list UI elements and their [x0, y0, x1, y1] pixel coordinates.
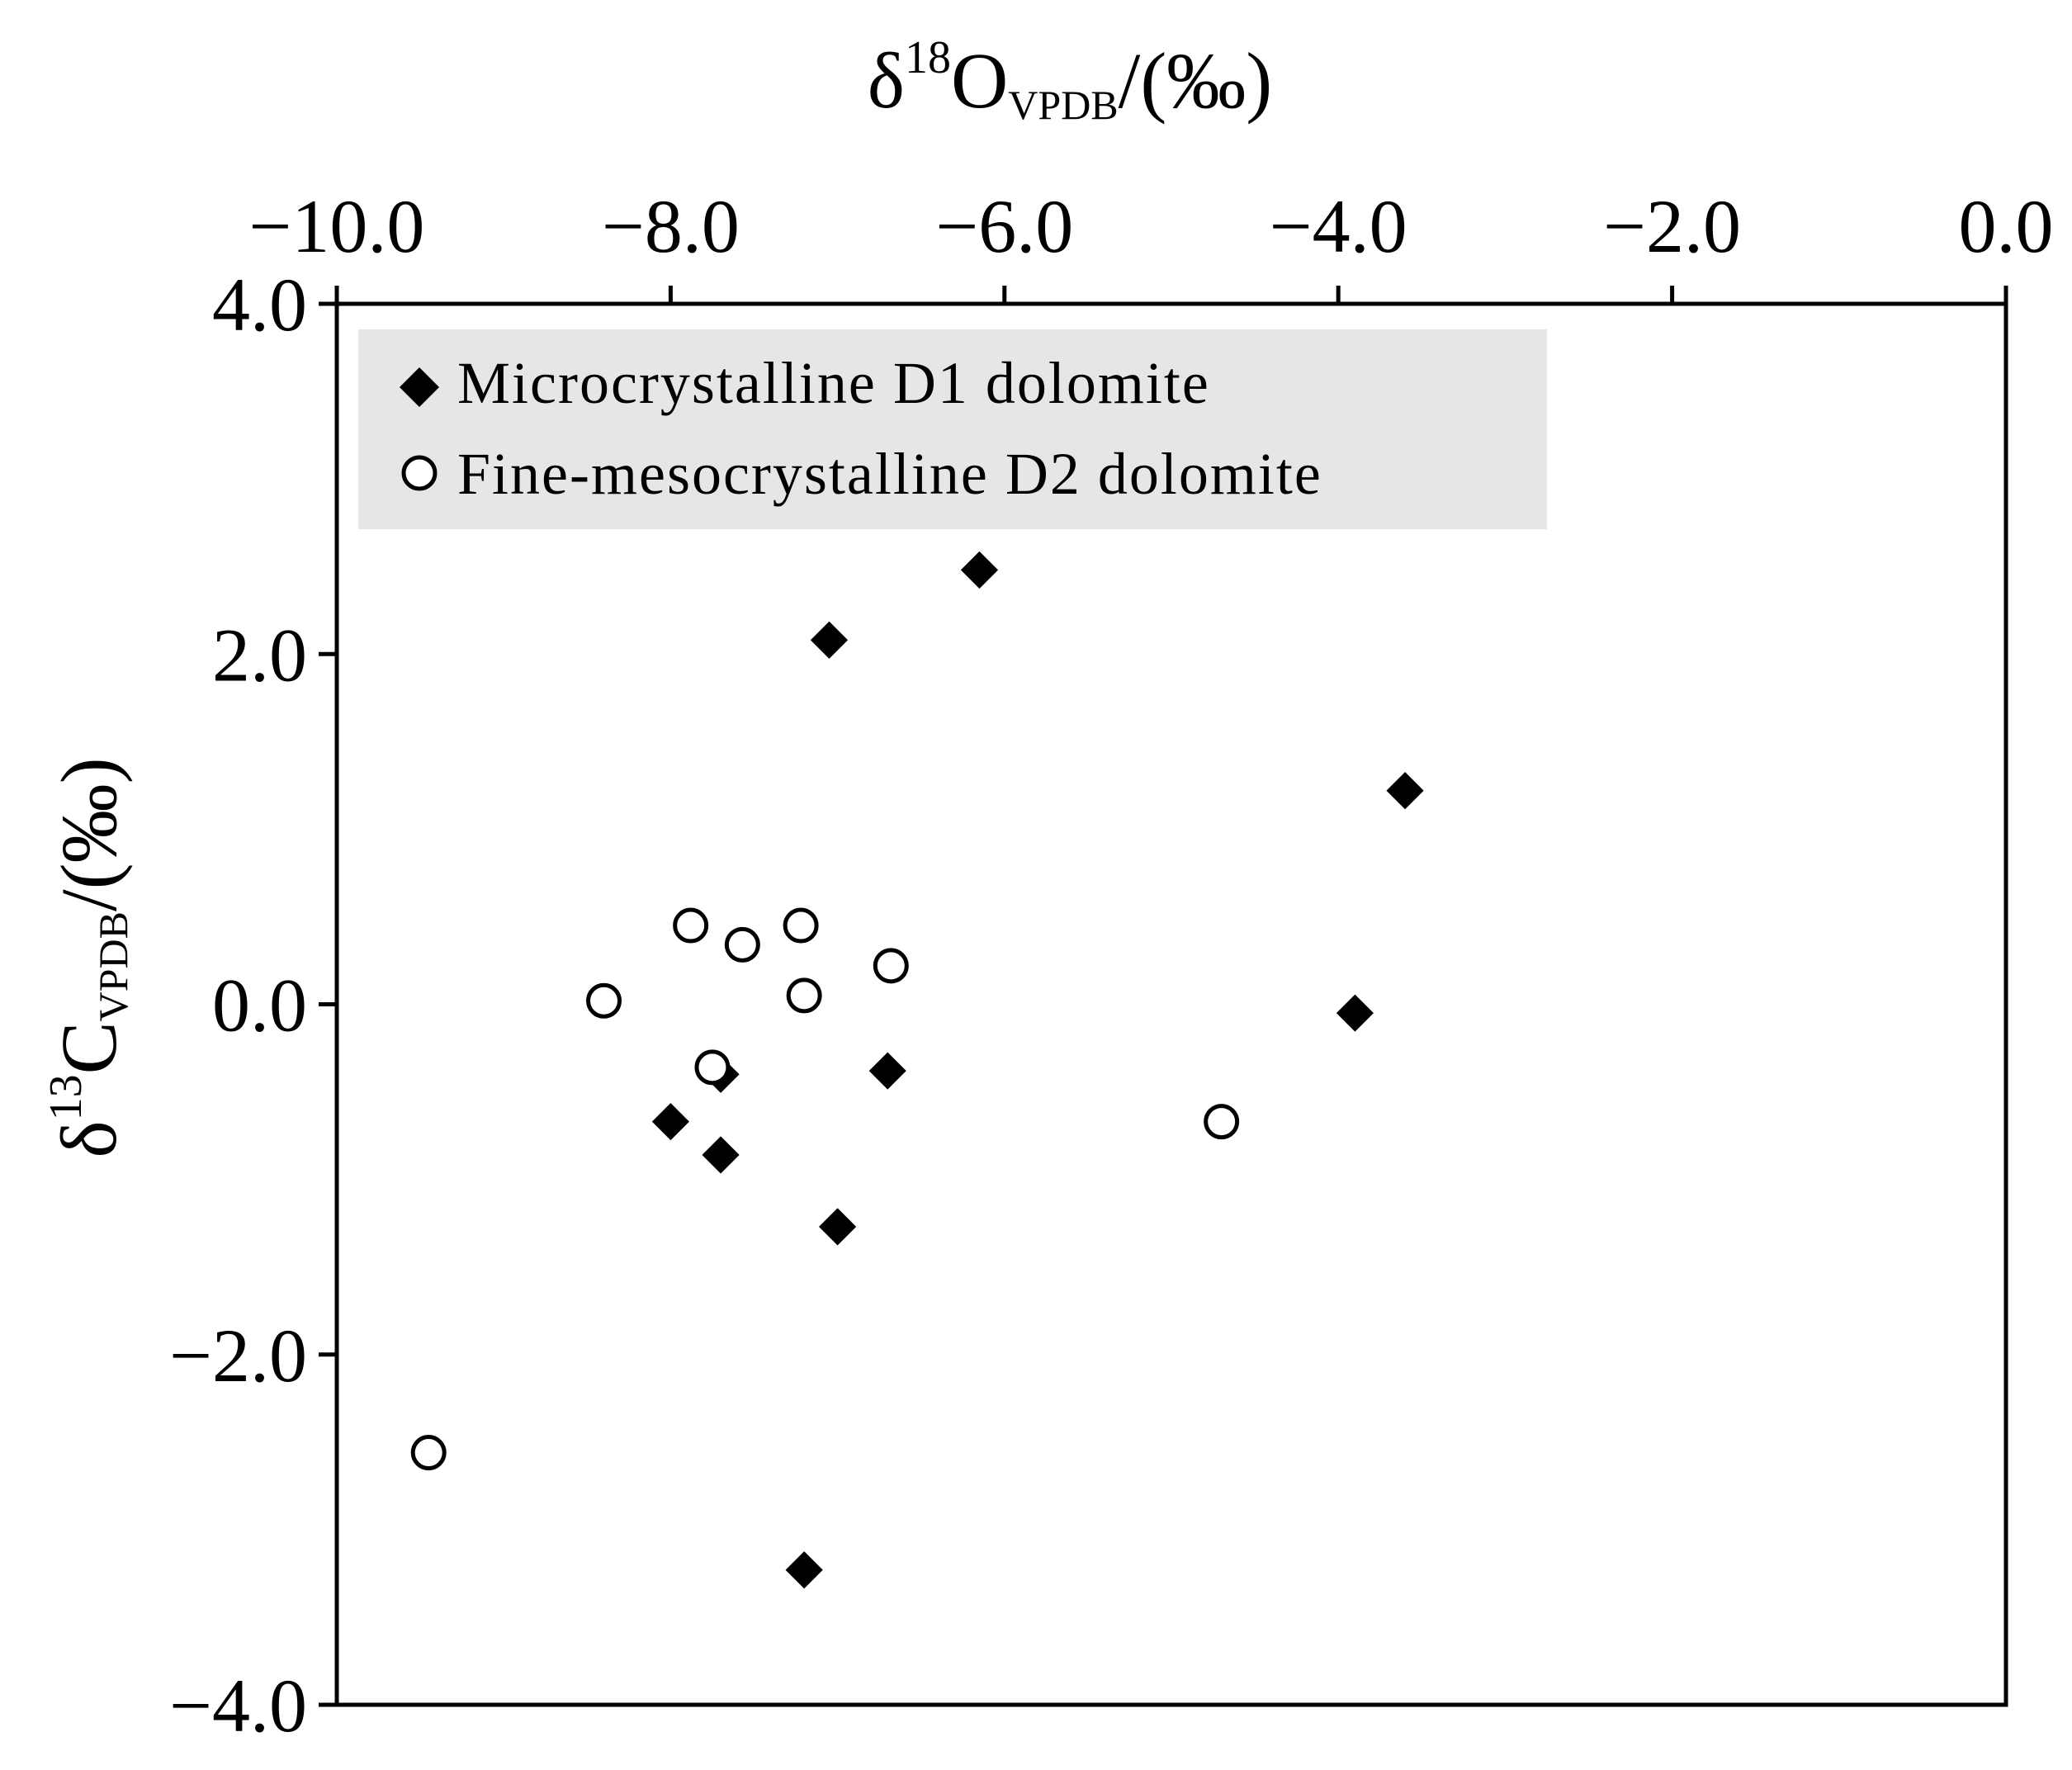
- d2-circle-point: [786, 977, 822, 1014]
- y-tick-label: 0.0: [212, 963, 307, 1048]
- axis-ticks: −10.0 −8.0 −6.0 −4.0 −2.0 0.0 4.0 2.0 0.0 −2.0 −4.…: [169, 184, 2053, 1748]
- x-axis-title-symbol: δ: [868, 36, 905, 125]
- d1-diamond-point: [783, 1549, 825, 1592]
- d2-circle-point: [586, 982, 622, 1019]
- x-tick-label: −8.0: [602, 184, 740, 268]
- legend-background: [358, 329, 1547, 529]
- y-axis-title-unit: /(‰): [45, 757, 133, 911]
- legend-marker-d1-diamond: [400, 367, 439, 407]
- d2-circle-point: [873, 948, 909, 984]
- legend-label-d2: Fine-mesocrystalline D2 dolomite: [457, 441, 1322, 507]
- y-tick-label: −2.0: [169, 1313, 307, 1398]
- y-tick-label: −4.0: [169, 1664, 307, 1748]
- x-tick-label: −4.0: [1270, 184, 1407, 268]
- y-tick-label: 4.0: [212, 263, 307, 347]
- d1-diamond-point: [816, 1205, 859, 1248]
- d2-circle-point: [724, 926, 760, 963]
- x-axis-title: δ18OVPDB/(‰): [868, 32, 1273, 128]
- d1-diamond-point: [958, 549, 1001, 591]
- x-axis-title-unit: /(‰): [1119, 36, 1273, 125]
- x-axis-title-standard: VPDB: [1008, 82, 1118, 128]
- x-tick-label: −10.0: [249, 184, 425, 268]
- d2-circle-point: [694, 1049, 731, 1086]
- d1-diamond-point: [1384, 769, 1426, 812]
- legend-label-d1: Microcrystalline D1 dolomite: [457, 350, 1210, 416]
- d2-circle-point: [410, 1435, 447, 1471]
- y-axis-title-standard: VPDB: [90, 911, 136, 1021]
- legend: Microcrystalline D1 dolomite Fine-mesocr…: [358, 329, 1547, 529]
- y-tick-label: 2.0: [212, 613, 307, 697]
- d1-diamond-point: [649, 1100, 692, 1143]
- x-axis-title-isotope: 18: [905, 32, 951, 83]
- y-axis-title-element: C: [45, 1021, 133, 1074]
- y-axis-title-isotope: 13: [40, 1074, 92, 1120]
- d1-diamond-point: [699, 1133, 742, 1176]
- data-points: [410, 549, 1426, 1592]
- d1-diamond-point: [1334, 991, 1376, 1034]
- x-tick-label: −6.0: [935, 184, 1073, 268]
- d2-circle-point: [673, 907, 709, 944]
- d1-diamond-point: [866, 1049, 909, 1092]
- x-axis-title-element: O: [951, 36, 1008, 125]
- d2-circle-point: [783, 907, 819, 944]
- x-tick-label: −2.0: [1603, 184, 1741, 268]
- d2-circle-point: [1204, 1104, 1240, 1140]
- legend-marker-d2-circle: [401, 455, 438, 491]
- y-axis-title-symbol: δ: [45, 1120, 133, 1157]
- d1-diamond-point: [808, 618, 850, 661]
- y-axis-title: δ13CVPDB/(‰): [40, 757, 136, 1157]
- x-tick-label: 0.0: [1959, 184, 2054, 268]
